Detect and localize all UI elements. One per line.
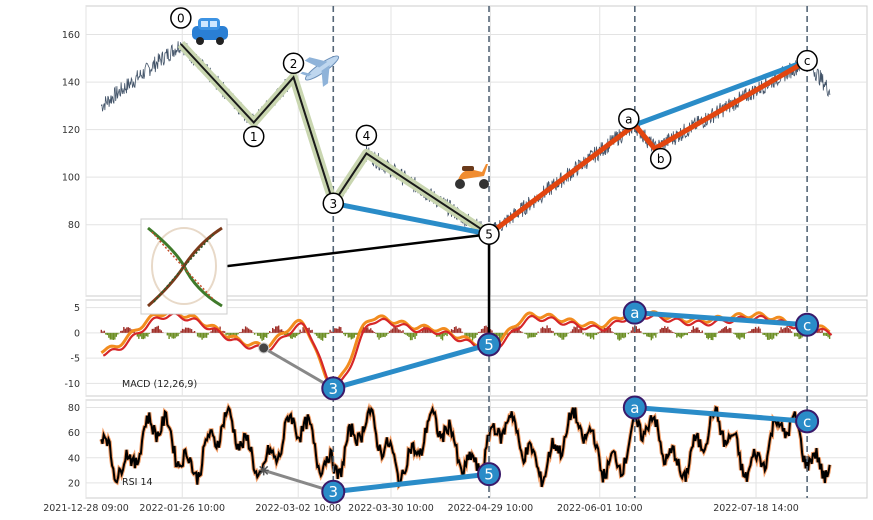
y-tick-label: 140 [62, 78, 80, 89]
macd-panel-label: MACD (12,26,9) [122, 379, 197, 390]
rsi-divergence-bubble-text: 3 [329, 483, 339, 501]
wave-label-text: b [657, 152, 665, 166]
rsi-divergence-bubble [795, 409, 820, 434]
y-tick-labels: 80 100 120 140 160 5 0 -5 -10 80 60 40 20 [62, 30, 80, 489]
y-tick-label: -10 [64, 379, 80, 390]
wave-label-text: 3 [329, 197, 337, 211]
macd-grey-line [262, 346, 335, 390]
x-tick-label: 2022-03-30 10:00 [348, 503, 434, 514]
macd-grey-point [258, 342, 270, 354]
rsi-panel-label: RSI 14 [122, 477, 153, 488]
rsi-divergence-bubble [622, 395, 647, 420]
macd-divergence-bubble [622, 300, 647, 325]
x-tick-label: 2022-06-01 10:00 [557, 503, 643, 514]
wave-label-circle [355, 124, 378, 147]
wave-label-circle [322, 192, 345, 215]
rsi-divergence-high-line [632, 405, 810, 424]
car-icon [192, 18, 228, 45]
wave-label-circle [796, 49, 818, 72]
rsi-divergence-bubble [477, 462, 502, 487]
wave-label-circle [618, 108, 640, 130]
macd-divergence-bubble [321, 376, 346, 401]
airplane-wing [321, 65, 330, 87]
wave-label-text: 5 [485, 228, 493, 242]
y-tick-label: 60 [68, 428, 80, 439]
macd-divergence-bubble-text: 5 [484, 336, 494, 354]
rsi-divergence-bubble-text: c [803, 413, 811, 431]
rsi-divergence-bubble-text: 5 [484, 466, 494, 484]
rsi-grey-star [258, 465, 269, 476]
wave-label-circle [243, 125, 265, 148]
macd-divergence-bubble-text: 3 [329, 380, 339, 398]
inset-connector-line [226, 232, 491, 268]
impulse-wave-line [180, 43, 490, 236]
scooter-body [458, 164, 488, 180]
car-window [210, 21, 217, 27]
y-tick-label: 80 [68, 403, 80, 414]
y-tick-label: 40 [68, 453, 80, 464]
x-tick-labels: 2021-12-28 09:00 2022-01-26 10:00 2022-03-… [43, 503, 799, 514]
rsi-divergence-bubble-text: a [630, 399, 639, 417]
rsi-divergence-bubble [321, 479, 346, 504]
car-wheel [196, 37, 204, 45]
wave-label-circle [282, 52, 305, 75]
airplane-tail [300, 71, 312, 77]
scooter-icon [455, 164, 489, 189]
macd-divergence-bubble-text: c [803, 316, 811, 334]
macd-signal-line [102, 312, 833, 390]
rsi-divergence-low-line [330, 471, 492, 495]
wave-label-text: 1 [250, 130, 258, 144]
wave-a-c-line [632, 58, 810, 128]
car-wheel [216, 37, 224, 45]
scooter-wheel [479, 179, 489, 189]
wave-label-text: 4 [363, 129, 371, 143]
rsi-grey-line [262, 468, 335, 494]
y-tick-label: 5 [74, 303, 80, 314]
x-tick-label: 2022-07-18 14:00 [713, 503, 799, 514]
wave-label-text: c [804, 54, 811, 68]
x-tick-label: 2022-03-02 10:00 [255, 503, 341, 514]
x-tick-label: 2021-12-28 09:00 [43, 503, 129, 514]
rsi-line [100, 405, 831, 489]
y-tick-label: 0 [74, 328, 80, 339]
wave-label-text: 2 [290, 57, 298, 71]
wave-overlays: 0 1 2 3 4 5 a b c 3 5 a c 3 5 a c [170, 7, 820, 504]
wave-label-text: a [625, 112, 632, 126]
y-tick-label: 20 [68, 478, 80, 489]
inset-thumbnail [140, 218, 228, 315]
y-tick-label: 160 [62, 30, 80, 41]
car-window [201, 21, 208, 27]
macd-divergence-bubble [795, 312, 820, 337]
y-tick-label: 80 [68, 220, 80, 231]
scooter-wheel [455, 179, 465, 189]
x-tick-label: 2022-01-26 10:00 [139, 503, 225, 514]
y-tick-label: -5 [71, 354, 80, 365]
wave-label-text: 0 [177, 12, 185, 26]
airplane-wing [304, 57, 328, 68]
airplane-icon [300, 55, 340, 87]
scooter-seat [462, 166, 474, 171]
corrective-wave-line [487, 58, 809, 237]
macd-divergence-bubble-text: a [630, 304, 639, 322]
x-tick-label: 2022-04-29 10:00 [448, 503, 534, 514]
macd-divergence-low-line [330, 341, 492, 391]
wave-3-5-line [330, 200, 492, 237]
wave-label-circle [478, 223, 500, 245]
wave-label-circle [649, 147, 672, 170]
macd-divergence-high-line [632, 310, 810, 328]
y-tick-label: 100 [62, 173, 80, 184]
y-tick-label: 120 [62, 125, 80, 136]
macd-divergence-bubble [477, 332, 502, 357]
wave-label-circle [170, 7, 192, 29]
